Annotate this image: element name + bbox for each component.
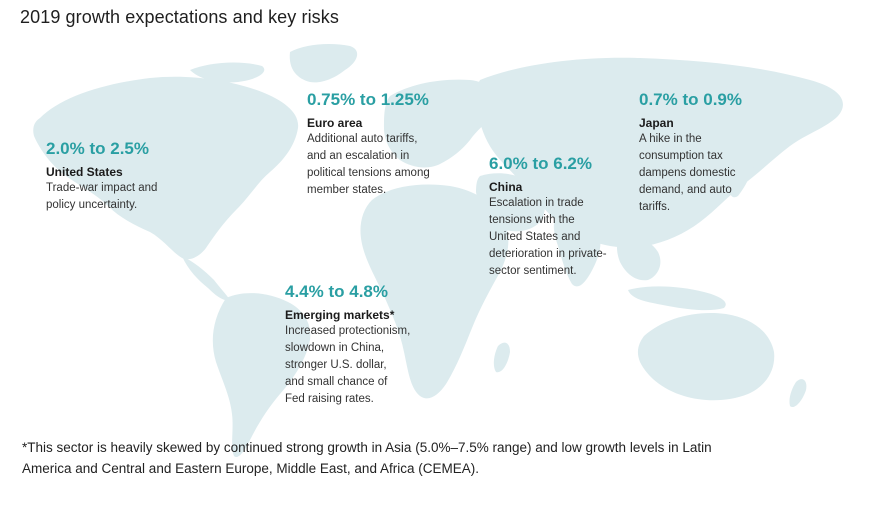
growth-range-japan: 0.7% to 0.9% <box>639 90 742 109</box>
new-zealand-shape <box>789 379 807 408</box>
region-euro-area: 0.75% to 1.25% Euro area Additional auto… <box>307 89 430 199</box>
japan-shape <box>729 146 756 198</box>
risk-line: Escalation in trade <box>489 197 584 209</box>
asia-shape <box>476 57 843 248</box>
risk-line: political tensions among <box>307 167 430 179</box>
risk-line: Increased protectionism, <box>285 325 411 337</box>
risk-line: tariffs. <box>639 201 671 213</box>
risk-line: policy uncertainty. <box>46 199 138 211</box>
arctic-islands-shape <box>190 62 265 83</box>
risk-line: United States and <box>489 231 581 243</box>
south-america-shape <box>212 293 311 458</box>
risk-line: Additional auto tariffs, <box>307 133 418 145</box>
africa-shape <box>360 184 509 399</box>
region-risk-euro: Additional auto tariffs, and an escalati… <box>307 131 430 199</box>
risk-line: member states. <box>307 184 387 196</box>
growth-range-em: 4.4% to 4.8% <box>285 282 388 301</box>
india-shape <box>553 216 601 287</box>
footnote: *This sector is heavily skewed by contin… <box>22 437 822 479</box>
greenland-shape <box>289 44 358 83</box>
footnote-line: *This sector is heavily skewed by contin… <box>22 440 712 455</box>
risk-line: consumption tax <box>639 150 723 162</box>
region-name-us: United States <box>46 165 123 179</box>
region-risk-japan: A hike in the consumption tax dampens do… <box>639 131 742 216</box>
region-risk-china: Escalation in trade tensions with the Un… <box>489 195 607 280</box>
risk-line: stronger U.S. dollar, <box>285 359 387 371</box>
risk-line: dampens domestic <box>639 167 736 179</box>
region-name-euro: Euro area <box>307 116 363 130</box>
madagascar-shape <box>493 342 510 373</box>
risk-line: and an escalation in <box>307 150 410 162</box>
region-name-japan: Japan <box>639 116 674 130</box>
region-united-states: 2.0% to 2.5% United States Trade-war imp… <box>46 138 157 214</box>
europe-shape <box>384 79 497 168</box>
risk-line: A hike in the <box>639 133 702 145</box>
australia-shape <box>637 312 775 401</box>
risk-line: slowdown in China, <box>285 342 385 354</box>
region-risk-us: Trade-war impact and policy uncertainty. <box>46 180 157 214</box>
growth-range-us: 2.0% to 2.5% <box>46 139 149 158</box>
page-title: 2019 growth expectations and key risks <box>20 7 339 27</box>
region-name-china: China <box>489 180 523 194</box>
region-name-em: Emerging markets* <box>285 308 395 322</box>
growth-range-china: 6.0% to 6.2% <box>489 154 592 173</box>
risk-line: and small chance of <box>285 376 388 388</box>
southeast-asia-shape <box>617 235 661 281</box>
risk-line: sector sentiment. <box>489 265 577 277</box>
footnote-line: America and Central and Eastern Europe, … <box>22 461 479 476</box>
north-america-shape <box>33 76 299 260</box>
growth-range-euro: 0.75% to 1.25% <box>307 90 429 109</box>
risk-line: deterioration in private- <box>489 248 607 260</box>
region-risk-em: Increased protectionism, slowdown in Chi… <box>285 323 410 408</box>
risk-line: demand, and auto <box>639 184 732 196</box>
risk-line: Fed raising rates. <box>285 393 374 405</box>
region-china: 6.0% to 6.2% China Escalation in trade t… <box>489 153 607 280</box>
region-emerging-markets: 4.4% to 4.8% Emerging markets* Increased… <box>285 281 410 408</box>
risk-line: tensions with the <box>489 214 575 226</box>
indonesia-shape <box>628 286 726 311</box>
risk-line: Trade-war impact and <box>46 182 158 194</box>
region-japan: 0.7% to 0.9% Japan A hike in the consump… <box>639 89 742 216</box>
central-america-shape <box>182 256 230 301</box>
